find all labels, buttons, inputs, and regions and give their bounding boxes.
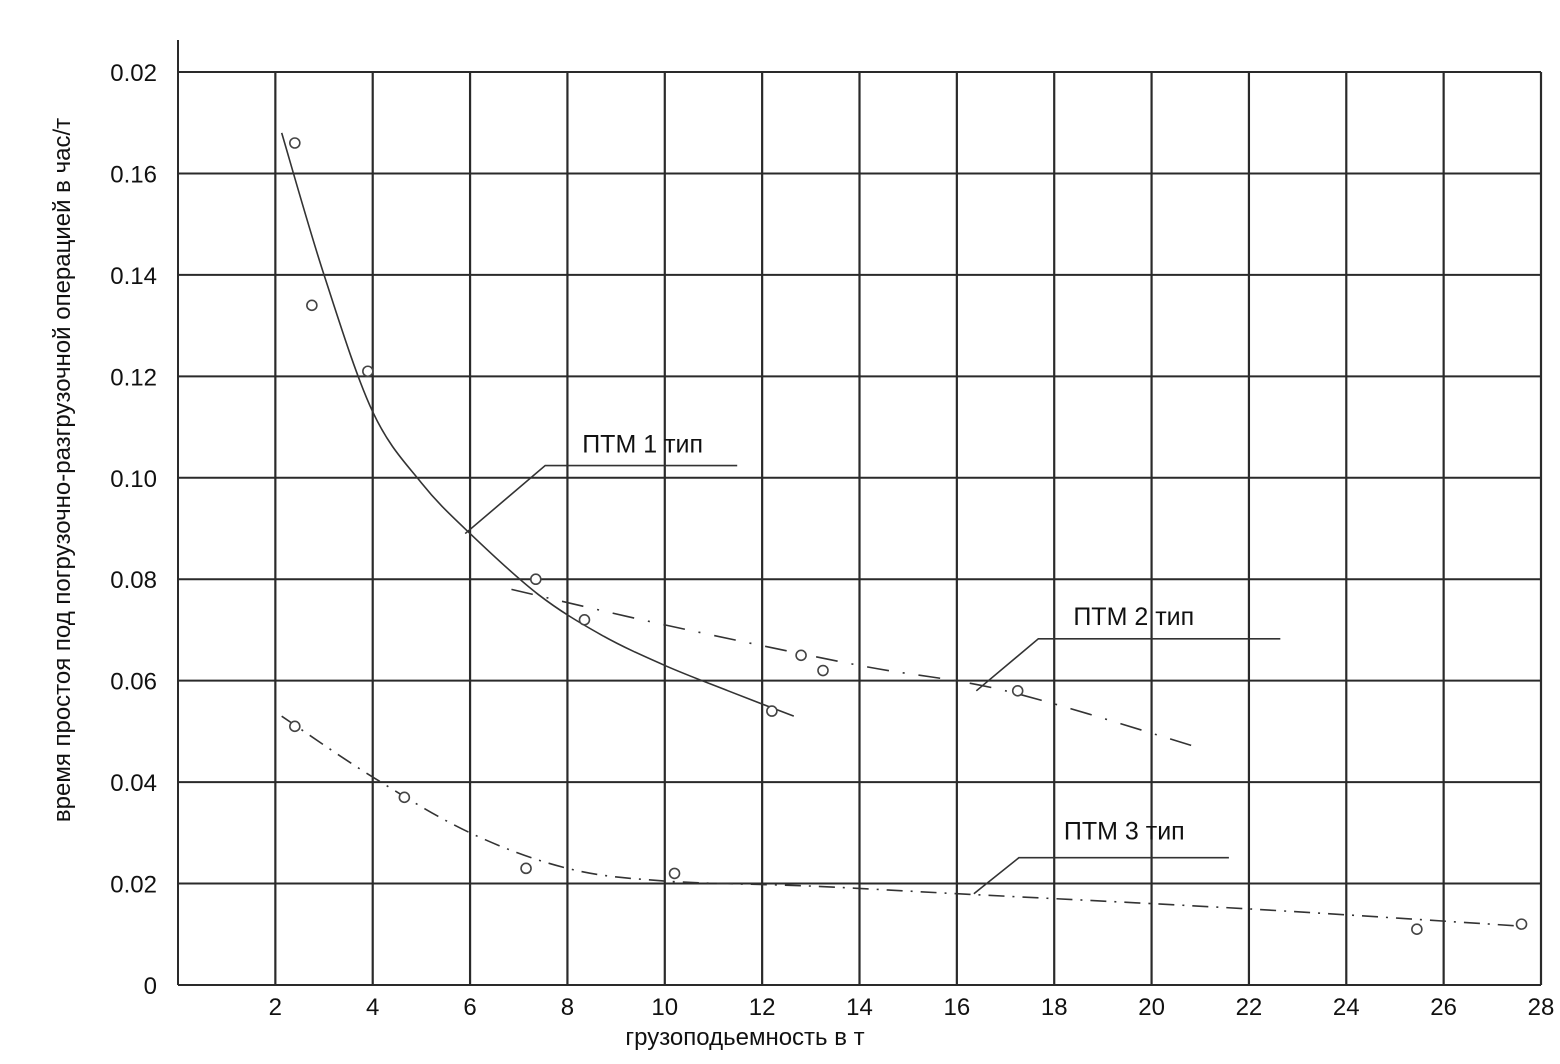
y-tick-label: 0.06 [110, 669, 157, 696]
y-tick-labels: 0 0.02 0.04 0.06 0.08 0.10 0.12 0.14 0.16 0.02 [110, 60, 157, 1000]
data-point-series-1 [289, 137, 301, 149]
y-tick-label: 0.12 [110, 364, 157, 391]
y-tick-label: 0.02 [110, 872, 157, 899]
x-tick-label: 12 [749, 994, 776, 1021]
x-tick-label: 2 [269, 994, 282, 1021]
x-tick-label: 24 [1333, 994, 1360, 1021]
x-tick-label: 14 [846, 994, 873, 1021]
x-tick-label: 18 [1041, 994, 1068, 1021]
data-point-series-2 [817, 664, 829, 677]
x-tick-label: 4 [366, 994, 379, 1021]
y-axis-label: время простоя под погрузочно-разгрузочно… [49, 118, 76, 822]
x-tick-label: 8 [561, 994, 574, 1021]
data-point-series-3 [1515, 918, 1528, 930]
trend-curves [280, 132, 1522, 927]
x-tick-labels: 2 4 6 8 10 12 14 16 18 20 22 24 26 28 [269, 994, 1555, 1021]
x-tick-label: 10 [651, 994, 678, 1021]
data-point-series-1 [362, 365, 374, 378]
curve-series-2 [511, 588, 1196, 748]
y-tick-label: 0.02 [110, 60, 157, 87]
data-point-series-2 [1011, 685, 1024, 697]
annotation-leader-line [973, 856, 1229, 895]
data-point-series-3 [520, 862, 532, 875]
data-point-series-3 [289, 720, 301, 733]
y-tick-label: 0.14 [110, 263, 157, 290]
x-tick-label: 22 [1236, 994, 1263, 1021]
data-point-series-1 [306, 299, 318, 312]
y-tick-label: 0.10 [110, 466, 157, 493]
y-tick-label: 0.08 [110, 567, 157, 594]
x-tick-label: 26 [1430, 994, 1457, 1021]
data-point-series-2 [795, 649, 807, 662]
curve-series-1 [280, 132, 795, 717]
x-tick-label: 16 [944, 994, 971, 1021]
data-point-series-3 [668, 867, 681, 880]
annotation-label: ПТМ 2 тип [1073, 603, 1194, 631]
curve-series-3 [281, 715, 1522, 927]
annotation-label: ПТМ 1 тип [582, 431, 703, 459]
annotation-label: ПТМ 3 тип [1064, 818, 1185, 846]
x-axis-label: грузоподьемность в т [625, 1024, 864, 1051]
data-point-series-1 [766, 705, 778, 717]
data-point-series-3 [1411, 923, 1423, 936]
y-tick-label: 0 [144, 973, 157, 1000]
x-tick-label: 28 [1528, 994, 1555, 1021]
y-tick-label: 0.16 [110, 161, 157, 188]
grid [177, 40, 1543, 986]
data-points [289, 137, 1528, 936]
x-tick-label: 20 [1138, 994, 1165, 1021]
data-point-series-3 [398, 791, 411, 804]
annotations: ПТМ 1 тип ПТМ 2 тип ПТМ 3 тип [464, 431, 1281, 895]
annotation-leader-line [464, 464, 738, 535]
y-tick-label: 0.04 [110, 770, 157, 797]
x-tick-label: 6 [463, 994, 476, 1021]
data-point-series-1 [578, 613, 591, 626]
data-point-series-1 [529, 573, 542, 586]
annotation-leader-line [975, 638, 1281, 692]
